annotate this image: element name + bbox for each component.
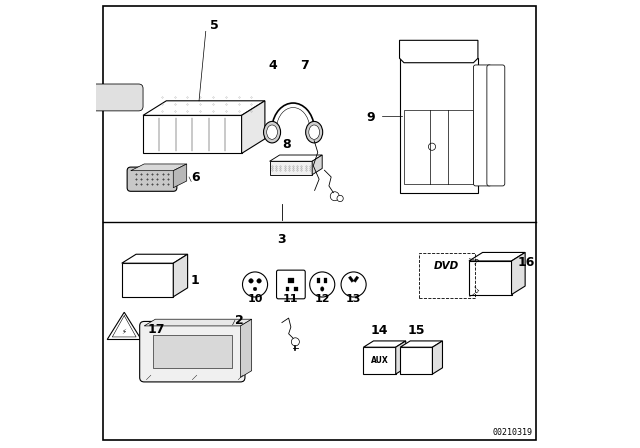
FancyBboxPatch shape xyxy=(127,167,177,191)
Circle shape xyxy=(243,272,268,297)
Ellipse shape xyxy=(321,287,324,291)
Bar xyxy=(399,58,478,193)
FancyBboxPatch shape xyxy=(276,270,305,299)
Polygon shape xyxy=(511,253,525,295)
Polygon shape xyxy=(400,341,442,347)
Polygon shape xyxy=(312,155,322,175)
Circle shape xyxy=(257,279,261,283)
Bar xyxy=(153,335,232,368)
Text: 14: 14 xyxy=(371,324,388,337)
Ellipse shape xyxy=(264,121,280,143)
Polygon shape xyxy=(108,312,141,340)
Bar xyxy=(404,110,474,184)
Text: 13: 13 xyxy=(346,293,362,303)
Text: 15: 15 xyxy=(408,324,425,337)
FancyBboxPatch shape xyxy=(487,65,505,186)
Circle shape xyxy=(310,272,335,297)
Circle shape xyxy=(253,287,257,291)
Polygon shape xyxy=(269,155,322,161)
Circle shape xyxy=(341,272,366,297)
Ellipse shape xyxy=(267,125,278,139)
Bar xyxy=(294,287,298,291)
Circle shape xyxy=(249,279,253,283)
Bar xyxy=(285,287,289,291)
Polygon shape xyxy=(433,341,442,374)
Polygon shape xyxy=(469,253,525,261)
Text: 7: 7 xyxy=(300,60,308,73)
Text: ⚡: ⚡ xyxy=(122,328,127,335)
Polygon shape xyxy=(122,263,173,297)
Text: 6: 6 xyxy=(191,172,200,185)
Bar xyxy=(348,276,354,282)
Circle shape xyxy=(337,195,343,202)
Text: 4: 4 xyxy=(269,60,277,73)
Polygon shape xyxy=(143,101,265,116)
Polygon shape xyxy=(399,40,478,63)
Text: AUX: AUX xyxy=(371,356,388,365)
Text: 10: 10 xyxy=(247,293,263,303)
Polygon shape xyxy=(269,161,312,175)
Polygon shape xyxy=(241,319,252,377)
Text: 3: 3 xyxy=(278,233,286,246)
Text: 8: 8 xyxy=(282,138,291,151)
Polygon shape xyxy=(396,341,406,374)
Polygon shape xyxy=(131,164,187,171)
Polygon shape xyxy=(364,347,396,374)
Text: 11: 11 xyxy=(283,293,299,303)
Text: 1: 1 xyxy=(190,273,199,287)
Bar xyxy=(419,253,475,298)
Polygon shape xyxy=(144,319,252,326)
Polygon shape xyxy=(143,116,242,153)
FancyBboxPatch shape xyxy=(140,322,245,382)
Text: 12: 12 xyxy=(314,293,330,303)
Circle shape xyxy=(291,338,300,346)
Bar xyxy=(288,278,294,283)
Polygon shape xyxy=(400,347,433,374)
Text: 9: 9 xyxy=(366,111,375,124)
Circle shape xyxy=(330,192,339,201)
Polygon shape xyxy=(173,254,188,297)
Polygon shape xyxy=(364,341,406,347)
Text: 00210319: 00210319 xyxy=(493,428,533,437)
Bar xyxy=(324,278,327,283)
Text: 16: 16 xyxy=(517,255,534,269)
Polygon shape xyxy=(242,101,265,153)
FancyBboxPatch shape xyxy=(90,84,143,111)
Ellipse shape xyxy=(309,125,319,139)
Text: 5: 5 xyxy=(211,19,219,32)
Bar xyxy=(353,276,359,282)
Polygon shape xyxy=(173,164,187,188)
Text: DVD: DVD xyxy=(434,261,459,271)
FancyBboxPatch shape xyxy=(474,65,492,186)
Circle shape xyxy=(428,143,436,151)
Ellipse shape xyxy=(306,121,323,143)
Text: 17: 17 xyxy=(148,323,166,336)
Bar xyxy=(317,278,320,283)
Polygon shape xyxy=(122,254,188,263)
Text: 2: 2 xyxy=(235,314,244,327)
Polygon shape xyxy=(469,261,511,295)
